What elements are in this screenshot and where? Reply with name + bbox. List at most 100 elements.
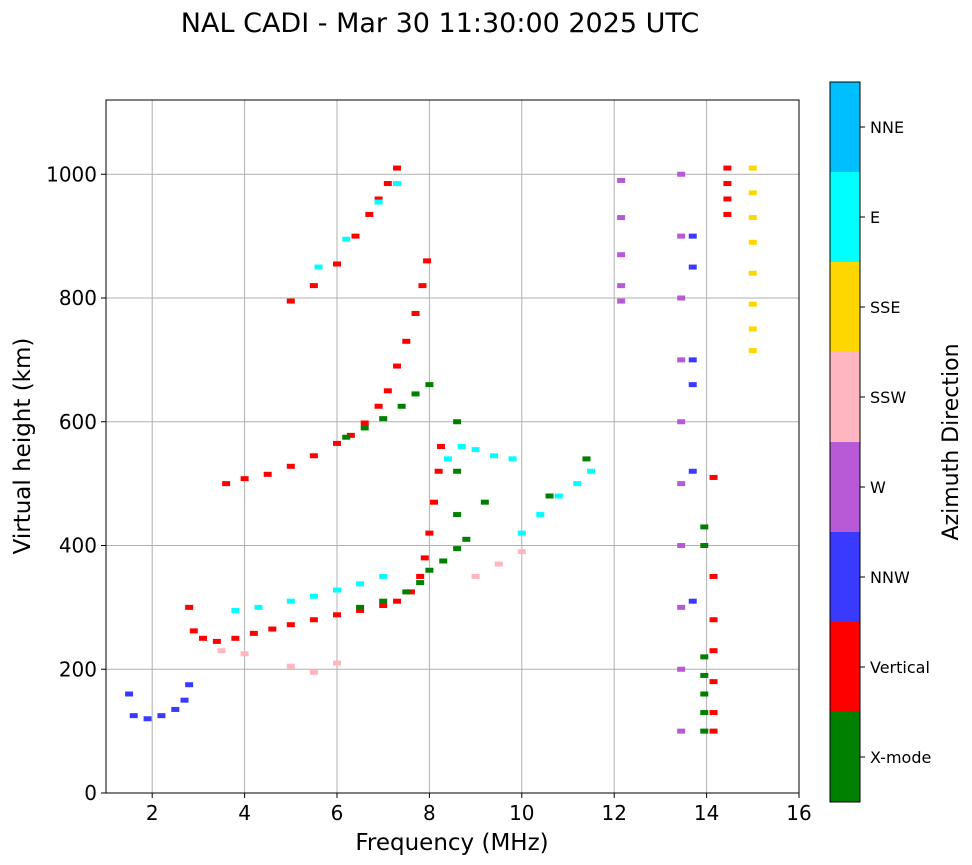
trace — [217, 549, 526, 675]
data-point — [360, 425, 369, 431]
y-tick-label: 400 — [59, 534, 97, 558]
y-tick-label: 0 — [84, 781, 97, 805]
data-point — [700, 543, 709, 548]
data-point — [748, 270, 757, 276]
data-point — [240, 651, 249, 657]
data-point — [143, 716, 152, 722]
data-point — [379, 598, 388, 604]
data-point — [356, 607, 365, 613]
data-point — [700, 654, 709, 660]
data-point — [453, 546, 462, 552]
trace — [709, 474, 718, 734]
trace — [677, 171, 686, 734]
data-point — [379, 573, 388, 579]
data-point — [383, 181, 392, 187]
data-point — [748, 190, 757, 196]
colorbar-tick-label: NNE — [870, 118, 904, 137]
data-point — [374, 196, 383, 202]
data-point — [748, 215, 757, 221]
y-axis-ticks: 0 200 400 600 800 1000 — [46, 162, 106, 805]
data-point — [457, 444, 466, 449]
data-point — [709, 679, 718, 685]
data-point — [508, 456, 517, 462]
data-point — [677, 171, 686, 177]
data-point — [217, 648, 226, 654]
data-point — [677, 233, 686, 239]
data-point — [617, 298, 626, 304]
data-point — [677, 481, 686, 487]
trace — [222, 258, 432, 487]
data-point — [536, 512, 545, 518]
data-point — [185, 682, 194, 688]
data-point — [443, 456, 452, 462]
colorbar-segment — [830, 262, 860, 352]
data-point — [700, 691, 709, 697]
y-tick-label: 600 — [59, 410, 97, 434]
data-point — [254, 604, 263, 610]
data-point — [333, 660, 341, 666]
data-point — [587, 468, 596, 474]
data-point — [189, 628, 198, 634]
data-point — [709, 728, 718, 734]
colorbar-tick-label: Vertical — [870, 658, 930, 677]
x-axis-ticks: 2 4 6 8 10 12 14 16 — [146, 793, 812, 825]
x-tick-label: 16 — [786, 801, 811, 825]
colorbar-segment — [830, 622, 860, 712]
data-point — [677, 295, 686, 301]
colorbar-label: Azimuth Direction — [939, 343, 964, 540]
chart-title: NAL CADI - Mar 30 11:30:00 2025 UTC — [181, 8, 699, 39]
data-point — [231, 607, 240, 613]
data-point — [383, 388, 392, 394]
data-point — [688, 233, 697, 239]
data-point — [723, 196, 732, 202]
data-point — [748, 301, 757, 307]
x-tick-label: 4 — [238, 801, 251, 825]
data-point — [411, 310, 420, 316]
data-point — [709, 474, 718, 480]
trace — [185, 444, 445, 644]
data-point — [709, 710, 718, 716]
data-point — [393, 165, 402, 171]
data-point — [393, 598, 402, 604]
data-point — [212, 638, 221, 644]
data-point — [365, 211, 374, 217]
data-point — [125, 691, 134, 697]
data-point — [356, 581, 365, 587]
data-point — [351, 233, 360, 239]
colorbar-tick-label: E — [870, 208, 880, 227]
data-point — [490, 453, 499, 459]
trace — [453, 419, 591, 518]
data-point — [309, 617, 318, 623]
data-point — [346, 432, 355, 438]
data-points — [125, 165, 757, 734]
data-point — [480, 499, 489, 505]
colorbar-segment — [830, 352, 860, 442]
trace — [723, 165, 732, 217]
data-point — [436, 444, 445, 449]
data-point — [240, 476, 249, 482]
data-point — [471, 573, 480, 579]
data-point — [517, 549, 526, 555]
data-point — [425, 382, 434, 388]
trace — [342, 382, 434, 440]
data-point — [709, 648, 718, 654]
trace — [231, 573, 388, 613]
colorbar-tick-label: NNW — [870, 568, 910, 587]
trace — [314, 181, 402, 270]
colorbar-segment — [830, 172, 860, 262]
data-point — [402, 589, 411, 595]
data-point — [418, 283, 427, 289]
y-tick-label: 1000 — [46, 162, 97, 186]
data-point — [573, 481, 582, 487]
data-point — [286, 463, 295, 469]
colorbar-tick-label: SSE — [870, 298, 900, 317]
data-point — [709, 573, 718, 579]
trace — [356, 536, 471, 610]
trace — [443, 444, 596, 536]
data-point — [397, 403, 406, 409]
data-point — [286, 622, 295, 628]
data-point — [157, 713, 166, 719]
data-point — [286, 298, 295, 304]
colorbar-tick-label: X-mode — [870, 748, 931, 767]
